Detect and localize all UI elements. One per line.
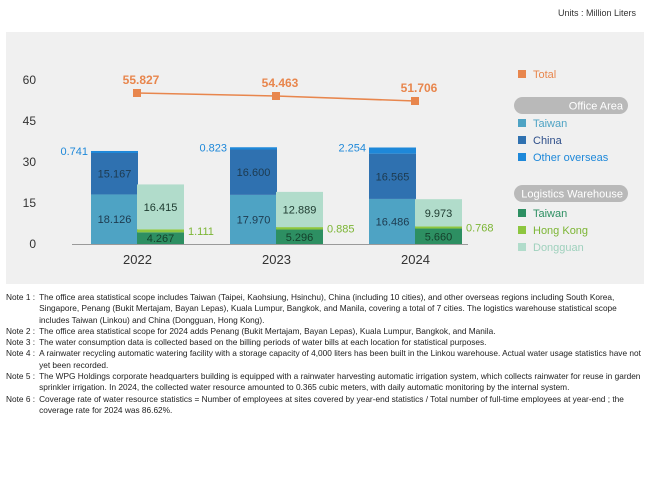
note-label: Note 1 : <box>6 292 36 302</box>
x-tick-label: 2023 <box>262 252 291 267</box>
note-item: Note 6 : Coverage rate of water resource … <box>6 394 642 417</box>
note-label: Note 3 : <box>6 337 36 348</box>
data-label-logistics-taiwan: 5.296 <box>286 232 314 244</box>
total-marker <box>411 97 419 105</box>
bar-office-taiwan <box>91 194 138 244</box>
legend-header-logistics-warehouse-label: Logistics Warehouse <box>521 189 623 201</box>
note-text: The office area statistical scope for 20… <box>39 325 496 336</box>
bar-logistics-dongguan <box>415 199 462 227</box>
legend-swatch-office-other-overseas <box>518 153 526 161</box>
total-marker <box>133 89 141 97</box>
legend-label-office-other-overseas: Other overseas <box>533 152 609 164</box>
legend-label-office-taiwan: Taiwan <box>533 118 567 130</box>
data-label-total: 54.463 <box>262 76 299 90</box>
y-tick-label: 30 <box>23 155 37 169</box>
data-label-office-other-overseas: 0.741 <box>60 146 88 158</box>
legend-swatch-logistics-hong-kong <box>518 226 526 234</box>
bar-logistics-taiwan <box>415 228 462 244</box>
legend-header-logistics-warehouse-pill <box>514 185 628 202</box>
note-text: Coverage rate of water resource statisti… <box>39 393 624 415</box>
legend-swatch-office-china <box>518 136 526 144</box>
data-label-office-china: 16.600 <box>237 167 271 179</box>
legend-swatch-office-taiwan <box>518 119 526 127</box>
water-consumption-chart: 0 15 30 45 60 2022 18.126 15.167 0.741 4.267 1.111… <box>23 69 628 267</box>
y-tick-label: 0 <box>29 237 36 251</box>
note-label: Note 2 : <box>6 325 36 336</box>
bar-office-china <box>91 152 138 195</box>
y-tick-label: 15 <box>23 196 37 210</box>
note-label: Note 5 : <box>6 371 36 382</box>
bar-logistics-hong-kong <box>276 227 323 230</box>
data-label-office-other-overseas: 2.254 <box>338 142 366 154</box>
y-tick-label: 60 <box>23 73 37 87</box>
data-label-logistics-dongguan: 16.415 <box>144 202 178 214</box>
bar-logistics-hong-kong <box>137 229 184 233</box>
bar-office-china <box>369 153 416 199</box>
y-tick-label: 45 <box>23 114 37 128</box>
data-label-total: 55.827 <box>123 73 160 87</box>
bar-office-other-overseas <box>230 147 277 150</box>
data-label-office-taiwan: 16.486 <box>376 216 410 228</box>
note-label: Note 4 : <box>6 348 36 359</box>
data-label-logistics-hong-kong: 0.885 <box>327 223 355 235</box>
note-text: The water consumption data is collected … <box>39 337 487 348</box>
data-label-office-taiwan: 18.126 <box>98 214 132 226</box>
bar-office-china <box>230 149 277 195</box>
notes-section: Note 1 : The office area statistical scop… <box>6 292 642 416</box>
data-label-office-china: 15.167 <box>98 169 132 181</box>
note-item: Note 3 : The water consumption data is co… <box>6 337 642 348</box>
bar-logistics-dongguan <box>276 191 323 228</box>
legend-swatch-total <box>518 70 526 78</box>
data-label-logistics-hong-kong: 1.111 <box>188 226 214 238</box>
note-item: Note 2 : The office area statistical scop… <box>6 326 642 337</box>
legend-swatch-logistics-dongguan <box>518 243 526 251</box>
note-item: Note 1 : The office area statistical scop… <box>6 292 642 326</box>
legend-label-office-china: China <box>533 135 563 147</box>
note-label: Note 6 : <box>6 393 36 404</box>
legend-header-office-area-pill <box>514 97 628 114</box>
bar-office-other-overseas <box>91 150 138 153</box>
data-label-office-taiwan: 17.970 <box>237 214 271 226</box>
data-label-logistics-dongguan: 9.973 <box>425 208 453 220</box>
note-text: The WPG Holdings corporate headquarters … <box>39 371 641 393</box>
legend-label-logistics-dongguan: Dongguan <box>533 242 584 254</box>
units-label: Units : Million Liters <box>557 8 636 18</box>
legend-label-logistics-taiwan: Taiwan <box>533 208 567 220</box>
bar-office-other-overseas <box>369 147 416 154</box>
bar-logistics-taiwan <box>276 229 323 244</box>
note-item: Note 5 : The WPG Holdings corporate headq… <box>6 371 642 394</box>
data-label-logistics-dongguan: 12.889 <box>283 204 317 216</box>
bar-office-taiwan <box>369 198 416 244</box>
legend-label-total: Total <box>533 69 556 81</box>
x-tick-label: 2024 <box>401 252 430 267</box>
bar-logistics-taiwan <box>137 232 184 244</box>
data-label-office-china: 16.565 <box>376 171 410 183</box>
legend-label-logistics-hong-kong: Hong Kong <box>533 225 588 237</box>
legend-swatch-logistics-taiwan <box>518 209 526 217</box>
legend-header-office-area-label: Office Area <box>569 101 624 113</box>
data-label-total: 51.706 <box>401 81 438 95</box>
data-label-logistics-hong-kong: 0.768 <box>466 222 494 234</box>
data-label-logistics-taiwan: 4.267 <box>147 233 175 245</box>
chart-panel: 0 15 30 45 60 2022 18.126 15.167 0.741 4.267 1.111… <box>6 32 644 284</box>
bar-logistics-hong-kong <box>415 226 462 229</box>
total-marker <box>272 92 280 100</box>
note-text: The office area statistical scope includ… <box>39 292 617 325</box>
note-item: Note 4 :A rainwater recycling automatic … <box>6 348 642 371</box>
bar-logistics-dongguan <box>137 184 184 230</box>
x-tick-label: 2022 <box>123 252 152 267</box>
note-text: A rainwater recycling automatic watering… <box>39 348 641 370</box>
data-label-logistics-taiwan: 5.660 <box>425 231 453 243</box>
data-label-office-other-overseas: 0.823 <box>199 142 227 154</box>
bar-office-taiwan <box>230 194 277 244</box>
